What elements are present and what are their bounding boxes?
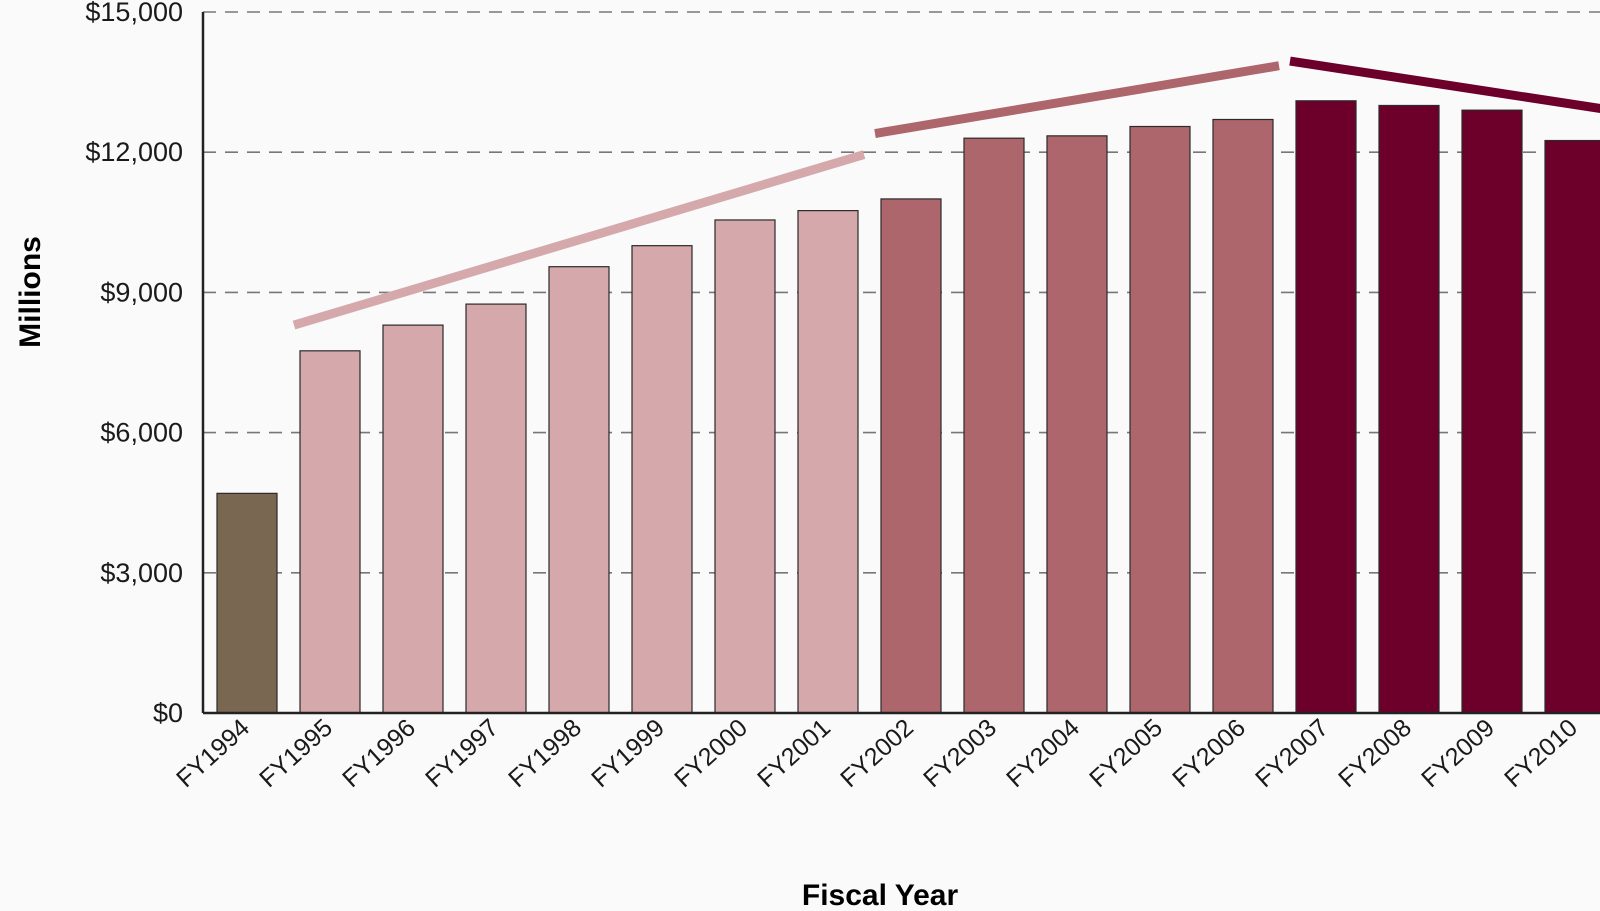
- trend-line-1: [292, 150, 866, 330]
- x-tick-label: FY1995: [254, 714, 338, 793]
- x-axis-title: Fiscal Year: [802, 879, 959, 911]
- x-tick-label: FY1997: [420, 714, 504, 793]
- bar-fy1997: [465, 303, 527, 714]
- bar-fy1994: [216, 492, 278, 714]
- trend-line-2: [874, 61, 1280, 138]
- x-tick-label: FY2005: [1084, 714, 1168, 793]
- bar-fy1998: [548, 266, 610, 714]
- x-tick-label: FY1994: [171, 714, 255, 793]
- bar-fy2005: [1129, 125, 1191, 714]
- y-tick-label: $12,000: [85, 137, 183, 167]
- y-tick-label: $9,000: [100, 277, 183, 307]
- x-tick-label: FY2007: [1250, 714, 1334, 793]
- trend-line-3: [1289, 56, 1600, 114]
- x-tick-labels: FY1994 FY1995 FY1996 FY1997 FY1998 FY1999 FY20…: [171, 714, 1583, 793]
- x-tick-label: FY2004: [1001, 714, 1085, 793]
- bar-fy1996: [382, 324, 444, 714]
- x-tick-label: FY2001: [752, 714, 836, 793]
- bar-fy2008: [1378, 104, 1440, 714]
- bar-fy1995: [299, 350, 361, 714]
- y-axis-title: Millions: [14, 236, 47, 348]
- x-tick-label: FY1999: [586, 714, 670, 793]
- bar-fy2004: [1046, 135, 1108, 714]
- y-tick-label: $15,000: [85, 0, 183, 27]
- x-tick-label: FY2009: [1416, 714, 1500, 793]
- bar-fy2001: [797, 210, 859, 714]
- trend-lines: [292, 56, 1600, 330]
- bar-fy2000: [714, 219, 776, 714]
- bar-fy2009: [1461, 109, 1523, 714]
- bar-fy2006: [1212, 118, 1274, 714]
- y-tick-label: $3,000: [100, 558, 183, 588]
- bar-fy2002: [880, 198, 942, 714]
- bar-fy2010: [1544, 139, 1600, 714]
- bars: [216, 100, 1600, 714]
- bar-fy2007: [1295, 100, 1357, 714]
- x-tick-label: FY2008: [1333, 714, 1417, 793]
- y-tick-label: $0: [153, 698, 183, 728]
- x-tick-label: FY2010: [1499, 714, 1583, 793]
- x-tick-label: FY2002: [835, 714, 919, 793]
- x-tick-label: FY2003: [918, 714, 1002, 793]
- x-tick-label: FY1998: [503, 714, 587, 793]
- axes: [201, 12, 1600, 715]
- x-tick-label: FY1996: [337, 714, 421, 793]
- bar-fy1999: [631, 245, 693, 714]
- x-tick-label: FY2006: [1167, 714, 1251, 793]
- x-tick-label: FY2000: [669, 714, 753, 793]
- y-tick-labels: $0 $3,000 $6,000 $9,000 $12,000 $15,000: [85, 0, 183, 728]
- bar-fy2003: [963, 137, 1025, 714]
- y-tick-label: $6,000: [100, 418, 183, 448]
